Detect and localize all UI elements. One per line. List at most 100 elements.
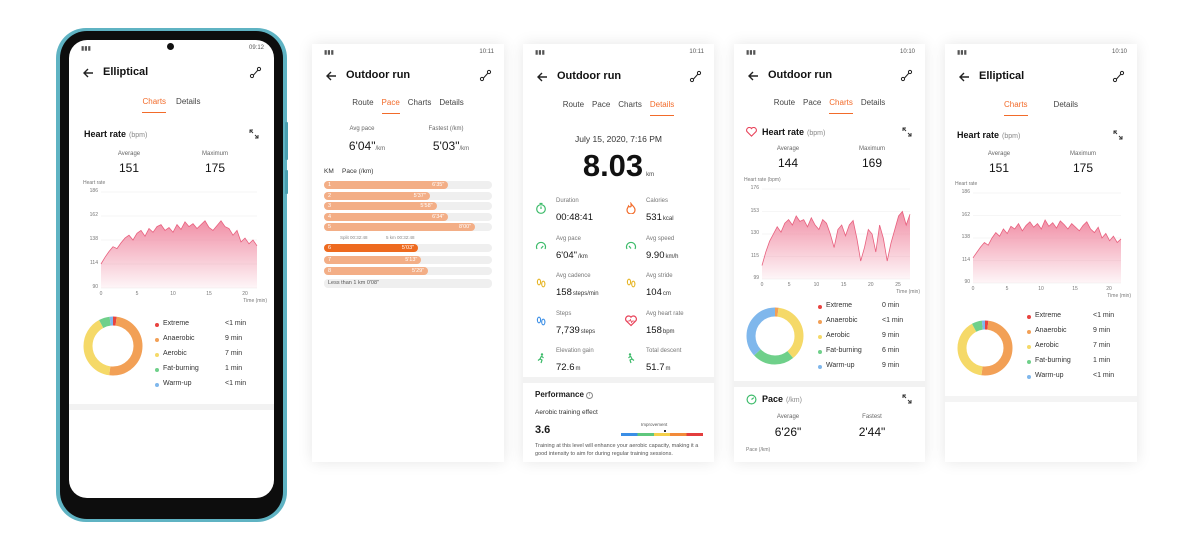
tab-charts[interactable]: Charts (1003, 100, 1028, 116)
climb-icon (537, 353, 544, 364)
tab-details[interactable]: Details (649, 100, 675, 116)
screen-outdoor-run-details: ▮▮▮ 10:11 Outdoor run Route Pace Charts … (523, 44, 714, 462)
stat-number: 104 (646, 287, 662, 298)
tab-charts[interactable]: Charts (407, 98, 432, 107)
zone-duration: 7 min (1093, 342, 1111, 349)
stats-grid: Duration 00:48:41 Calories 531kcal Avg pace 6… (533, 198, 709, 378)
heart-rate-plot (100, 191, 258, 289)
zone-legend: Extreme <1 min Anaerobic 9 min Aerobic 7 min F… (1027, 312, 1131, 382)
tab-route[interactable]: Route (562, 100, 585, 109)
stat-value: 531kcal (646, 207, 674, 225)
route-share-icon[interactable] (1112, 70, 1125, 83)
zone-duration: 6 min (882, 347, 900, 354)
back-arrow-icon[interactable] (81, 66, 95, 80)
zone-name: Extreme (826, 302, 853, 309)
page-title: Outdoor run (768, 69, 833, 81)
expand-icon[interactable] (902, 127, 912, 137)
zone-color-dot (818, 305, 822, 309)
workout-date: July 15, 2020, 7:16 PM (575, 134, 662, 144)
max-label: Maximum (201, 151, 228, 157)
app-header: Elliptical (69, 64, 274, 86)
stat-number: 6'04" (556, 249, 578, 261)
zone-color-dot (1027, 375, 1031, 379)
route-share-icon[interactable] (249, 66, 262, 79)
app-header: Elliptical (945, 68, 1137, 90)
heart-rate-plot (761, 188, 911, 280)
info-icon[interactable]: i (586, 392, 594, 399)
avg-label: Average (117, 151, 141, 157)
fastest-label: Fastest (/km) (428, 126, 464, 132)
back-arrow-icon[interactable] (324, 69, 338, 83)
y-tick-label: 138 (89, 236, 98, 242)
zone-name: Aerobic (1035, 342, 1059, 349)
zone-duration: <1 min (225, 320, 247, 327)
zone-donut (957, 320, 1013, 376)
status-bar: ▮▮▮ 10:11 (523, 48, 714, 58)
y-tick-label: 130 (750, 230, 759, 236)
stat-value: 9.90km/h (646, 245, 679, 263)
tab-details[interactable]: Details (860, 98, 886, 107)
tab-charts[interactable]: Charts (142, 97, 166, 113)
stat-value: 158bpm (646, 320, 675, 338)
y-tick-label: 162 (961, 211, 970, 218)
expand-icon[interactable] (249, 129, 259, 139)
phone-side-button (285, 122, 288, 160)
tab-route[interactable]: Route (773, 98, 796, 107)
expand-icon[interactable] (1113, 130, 1123, 140)
zone-slice (83, 316, 143, 376)
tab-details[interactable]: Details (1053, 100, 1078, 109)
stat-label: Avg cadence (556, 273, 591, 279)
tab-pace[interactable]: Pace (592, 100, 611, 109)
status-bar: ▮▮▮ 10:10 (734, 48, 925, 58)
tab-charts[interactable]: Charts (829, 98, 853, 114)
avg-label: Average (776, 146, 800, 152)
zone-duration: 9 min (225, 335, 243, 342)
route-share-icon[interactable] (900, 69, 913, 82)
zone-name: Aerobic (826, 332, 850, 339)
split-km: 5 (328, 224, 332, 230)
zone-duration: <1 min (1093, 312, 1115, 319)
x-axis-title: Time (min) (896, 289, 920, 295)
fastest-value: 5'03"/km (432, 139, 470, 153)
section-divider (523, 377, 714, 383)
zone-color-dot (818, 335, 822, 339)
stat-unit: /km (578, 253, 588, 260)
zone-legend-row: Extreme 0 min (818, 302, 918, 312)
stat-number: 72.6 (556, 362, 575, 373)
tab-details[interactable]: Details (176, 97, 201, 106)
stat-unit: kcal (662, 216, 674, 222)
zone-name: Warm-up (1035, 372, 1064, 379)
zone-name: Fat-burning (1035, 357, 1071, 364)
back-arrow-icon[interactable] (535, 70, 549, 84)
zone-duration: 7 min (225, 350, 243, 357)
heart-rate-area (973, 220, 1121, 283)
heart-rate-line (100, 220, 258, 265)
tab-charts[interactable]: Charts (618, 100, 642, 109)
heart-rate-line (972, 219, 1122, 259)
improvement-label: Improvement (641, 422, 668, 427)
split-km: 6 (328, 245, 332, 251)
route-share-icon[interactable] (689, 70, 702, 83)
back-arrow-icon[interactable] (746, 69, 760, 83)
page-title: Elliptical (103, 66, 149, 78)
x-tick-label: 5 (1005, 286, 1009, 292)
heart-rate-icon (625, 314, 637, 326)
zone-color-dot (155, 338, 159, 342)
descent-icon (628, 353, 635, 364)
tab-pace[interactable]: Pace (803, 98, 822, 107)
training-effect-bar (621, 433, 703, 436)
back-arrow-icon[interactable] (957, 70, 971, 84)
pace-y-title: Pace (/km) (746, 447, 771, 453)
x-tick-label: 5 (787, 282, 791, 288)
tab-route[interactable]: Route (352, 98, 374, 107)
x-tick-label: 20 (868, 282, 874, 288)
zone-color-dot (1027, 360, 1031, 364)
zone-color-dot (818, 350, 822, 354)
zone-slice (83, 316, 143, 376)
tab-pace[interactable]: Pace (381, 98, 401, 114)
expand-icon[interactable] (902, 394, 912, 404)
footprints-icon (536, 278, 546, 288)
zone-color-dot (155, 383, 159, 387)
tab-details[interactable]: Details (439, 98, 464, 107)
route-share-icon[interactable] (479, 69, 492, 82)
